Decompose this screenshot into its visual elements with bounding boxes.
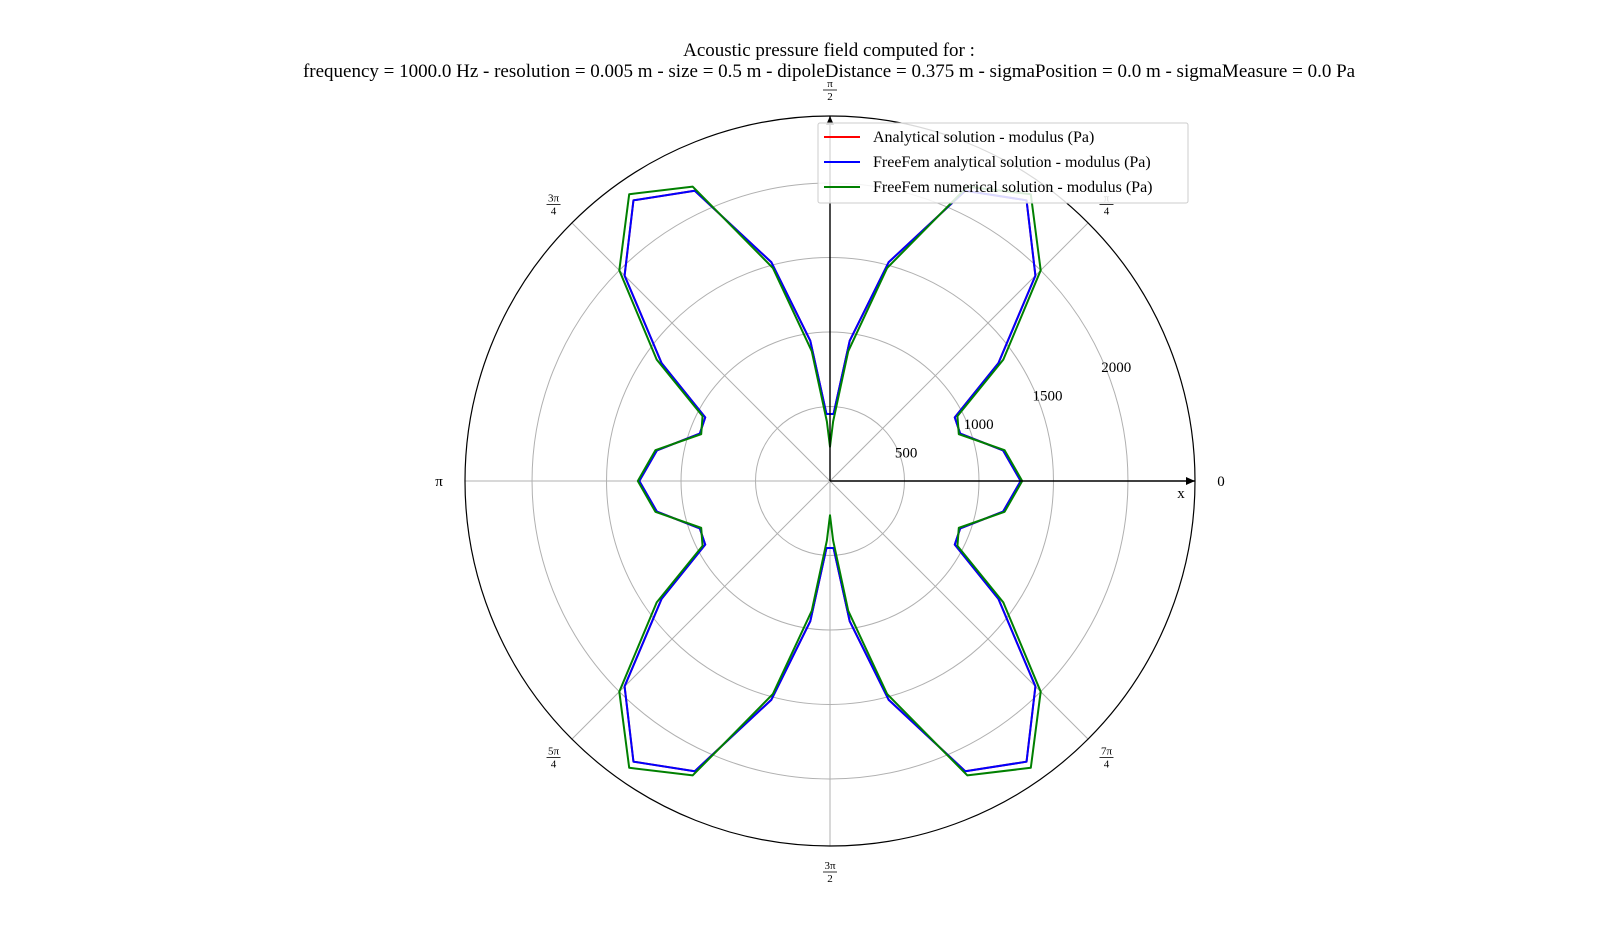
chart-title-line-1: Acoustic pressure field computed for : xyxy=(683,40,975,61)
angular-gridline xyxy=(830,223,1088,481)
angle-label-numerator: 7π xyxy=(1101,745,1113,757)
radial-tick-label: 500 xyxy=(895,445,918,461)
angle-label: π xyxy=(435,474,443,490)
angle-label-denominator: 4 xyxy=(551,206,557,218)
x-axis-label: x xyxy=(1177,486,1185,502)
angle-label-denominator: 2 xyxy=(827,873,833,885)
x-axis-arrowhead xyxy=(1186,477,1195,485)
angle-label-numerator: 3π xyxy=(548,193,560,205)
angle-label-numerator: 3π xyxy=(824,860,836,872)
angular-gridline xyxy=(572,223,830,481)
legend: Analytical solution - modulus (Pa) FreeFe… xyxy=(818,123,1188,203)
angle-label-denominator: 4 xyxy=(1104,758,1110,770)
angle-label-fraction: 7π4 xyxy=(1099,745,1113,770)
angle-label: 0 xyxy=(1217,474,1225,490)
radial-tick-label: 1500 xyxy=(1032,388,1062,404)
angle-label-numerator: π xyxy=(827,78,833,90)
angular-gridline xyxy=(830,481,1088,739)
legend-label-analytical: Analytical solution - modulus (Pa) xyxy=(873,129,1094,146)
angle-label-numerator: 5π xyxy=(548,745,560,757)
angle-label-fraction: 5π4 xyxy=(547,745,561,770)
radial-tick-label: 1000 xyxy=(964,417,994,433)
angle-label-denominator: 4 xyxy=(1104,206,1110,218)
radial-tick-label: 2000 xyxy=(1101,360,1131,376)
legend-label-freefem_analytical: FreeFem analytical solution - modulus (P… xyxy=(873,154,1151,171)
angular-gridline xyxy=(572,481,830,739)
angle-label-denominator: 4 xyxy=(551,758,557,770)
angle-label-denominator: 2 xyxy=(827,91,833,103)
angle-label-fraction: 3π2 xyxy=(823,860,837,885)
legend-label-freefem_numerical: FreeFem numerical solution - modulus (Pa… xyxy=(873,179,1153,196)
angle-label-fraction: 3π4 xyxy=(547,193,561,218)
